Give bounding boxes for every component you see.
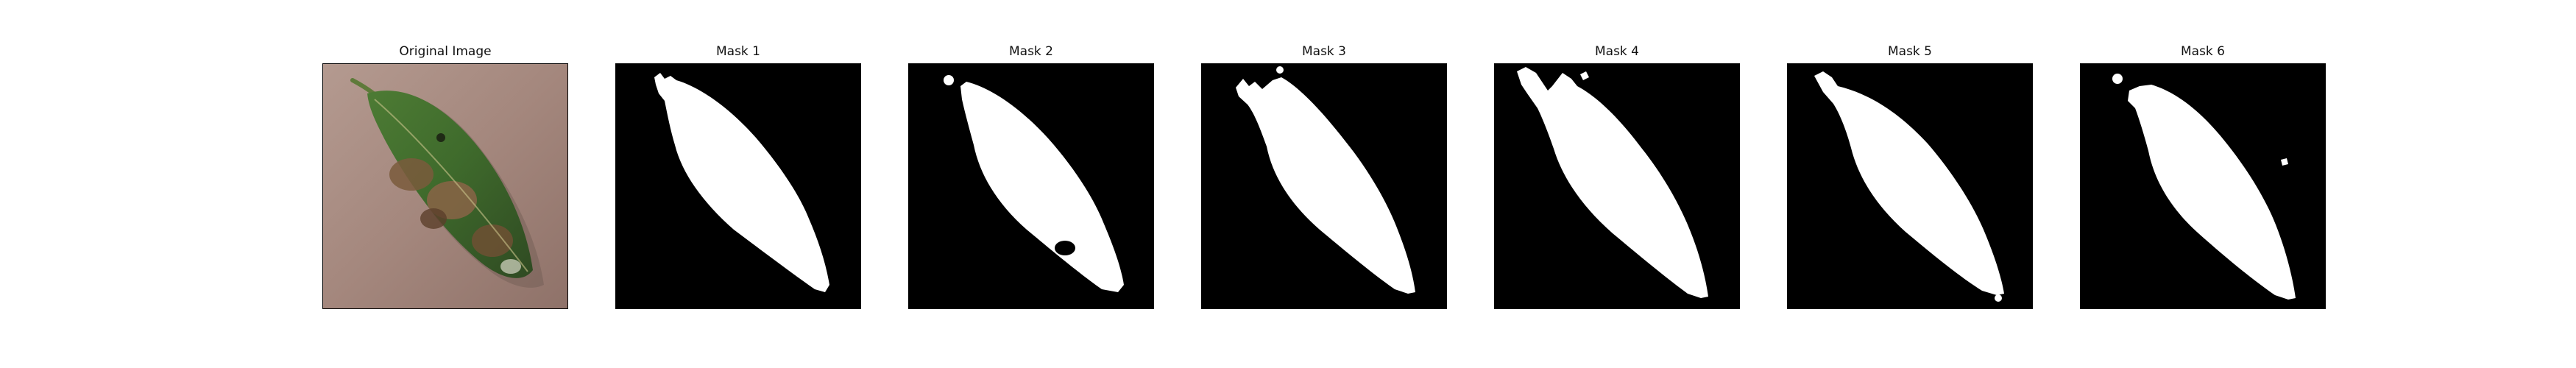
panel-title: Mask 6 bbox=[2180, 44, 2225, 59]
panel-title: Mask 5 bbox=[1887, 44, 1932, 59]
panel-title: Mask 4 bbox=[1594, 44, 1639, 59]
segmentation-mask bbox=[1202, 64, 1446, 308]
mask-image bbox=[908, 63, 1154, 309]
leaf-photo bbox=[323, 64, 567, 308]
segmentation-mask bbox=[1788, 64, 2032, 308]
panel-mask-3: Mask 3 bbox=[1201, 43, 1447, 309]
panel-title: Mask 2 bbox=[1008, 44, 1053, 59]
panel-mask-5: Mask 5 bbox=[1787, 43, 2033, 309]
mask-image bbox=[1494, 63, 1740, 309]
segmentation-mask bbox=[2081, 64, 2325, 308]
panel-mask-4: Mask 4 bbox=[1494, 43, 1740, 309]
mask-image bbox=[1787, 63, 2033, 309]
panel-title: Mask 3 bbox=[1301, 44, 1346, 59]
mask-image bbox=[1201, 63, 1447, 309]
panel-mask-6: Mask 6 bbox=[2080, 43, 2326, 309]
mask-image bbox=[615, 63, 861, 309]
panel-title: Mask 1 bbox=[715, 44, 760, 59]
panel-title: Original Image bbox=[399, 44, 492, 59]
panel-mask-1: Mask 1 bbox=[615, 43, 861, 309]
segmentation-mask bbox=[616, 64, 860, 308]
segmentation-mask bbox=[1495, 64, 1739, 308]
panel-mask-2: Mask 2 bbox=[908, 43, 1154, 309]
panel-original-image: Original Image bbox=[322, 43, 568, 309]
original-image bbox=[322, 63, 568, 309]
mask-image bbox=[2080, 63, 2326, 309]
segmentation-mask bbox=[909, 64, 1153, 308]
